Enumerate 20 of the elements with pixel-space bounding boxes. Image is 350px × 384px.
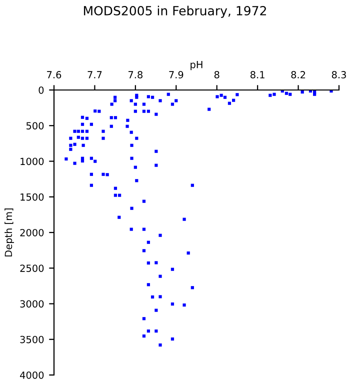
x-tick-label: 8 (214, 71, 220, 78)
y-tick-label: 4000 (20, 371, 44, 379)
y-tick-label: 2000 (20, 228, 44, 236)
chart-title: MODS2005 in February, 1972 (84, 6, 266, 18)
x-tick-label: 7.9 (169, 71, 184, 78)
y-tick-label: 1500 (20, 193, 44, 201)
y-tick-label: 0 (38, 86, 44, 94)
x-axis-title: pH (190, 61, 202, 70)
y-tick-label: 3500 (20, 336, 44, 344)
x-tick-label: 8.3 (332, 71, 346, 78)
y-axis-title: Depth [m] (4, 208, 14, 256)
x-tick-label: 7.6 (47, 71, 62, 78)
x-tick-label: 8.2 (291, 71, 306, 78)
x-tick-label: 7.8 (128, 71, 142, 78)
y-tick-label: 3000 (20, 300, 44, 308)
y-tick-label: 500 (26, 122, 44, 130)
y-tick-label: 2500 (20, 264, 44, 272)
x-tick-label: 8.1 (250, 71, 264, 78)
y-tick-label: 1000 (20, 158, 44, 166)
x-tick-label: 7.7 (88, 71, 102, 78)
